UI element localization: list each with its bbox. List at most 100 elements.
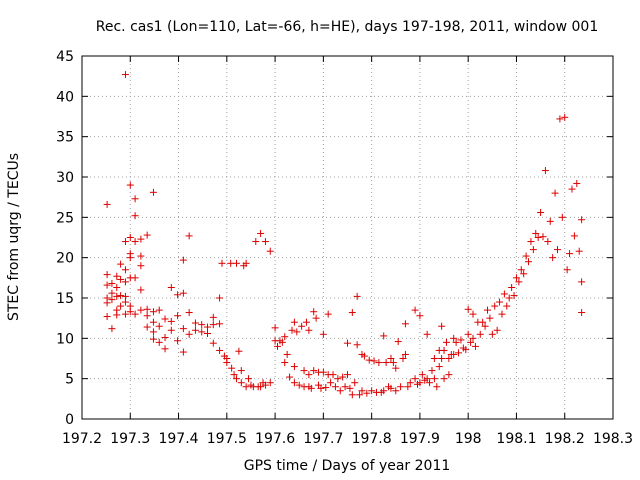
data-point: [375, 359, 383, 367]
data-point: [397, 383, 405, 391]
data-point: [252, 238, 260, 246]
data-point: [108, 289, 116, 297]
plot-frame: [81, 55, 614, 420]
data-point: [578, 278, 586, 286]
data-point: [293, 328, 301, 336]
data-point: [387, 355, 395, 362]
data-point: [137, 306, 145, 314]
data-point: [209, 339, 217, 347]
data-point: [339, 373, 347, 381]
data-point: [544, 238, 552, 246]
data-point: [103, 271, 111, 279]
data-point: [575, 247, 583, 255]
data-point: [257, 383, 265, 391]
data-point: [469, 310, 477, 318]
y-tick-label: 40: [56, 89, 74, 105]
x-tick-label: 197.5: [207, 431, 247, 447]
data-point: [351, 379, 359, 387]
data-point: [517, 266, 525, 274]
data-point: [310, 367, 318, 375]
data-point: [496, 298, 504, 306]
data-point: [117, 292, 125, 300]
data-point: [281, 333, 289, 341]
data-point: [476, 330, 484, 338]
data-point: [539, 233, 547, 241]
data-point: [103, 281, 111, 289]
data-point: [428, 367, 436, 375]
data-point: [356, 391, 364, 399]
data-point: [281, 359, 289, 367]
data-point: [353, 292, 361, 300]
data-point: [360, 352, 368, 360]
data-point: [442, 338, 450, 346]
grid-lines: [82, 56, 613, 419]
data-point: [392, 364, 400, 372]
data-point: [464, 330, 472, 338]
data-point: [209, 321, 217, 329]
data-point: [143, 231, 151, 239]
data-point: [131, 195, 139, 203]
data-point: [121, 298, 129, 306]
data-point: [121, 238, 129, 246]
data-point: [430, 355, 438, 362]
y-tick-label: 25: [56, 210, 74, 226]
data-point: [143, 305, 151, 313]
data-point: [237, 367, 245, 375]
data-point: [126, 181, 134, 189]
data-point: [185, 309, 193, 317]
data-point: [161, 315, 169, 323]
data-point: [505, 294, 513, 302]
y-tick-label: 35: [56, 130, 74, 146]
data-point: [440, 346, 448, 354]
data-point: [290, 363, 298, 371]
data-point: [336, 387, 344, 395]
data-point: [404, 383, 412, 391]
data-point: [551, 189, 559, 197]
data-point: [242, 383, 250, 391]
chart-title: Rec. cas1 (Lon=110, Lat=-66, h=HE), days…: [96, 19, 598, 35]
data-point: [433, 383, 441, 391]
data-point: [457, 336, 465, 344]
data-point: [491, 302, 499, 310]
data-point: [331, 383, 339, 391]
data-point: [174, 337, 182, 345]
data-point: [401, 350, 409, 358]
data-point: [520, 270, 528, 278]
data-point: [143, 323, 151, 331]
data-point: [235, 347, 243, 355]
data-point: [137, 252, 145, 260]
data-point: [312, 314, 320, 322]
data-point: [525, 258, 533, 266]
data-point: [307, 384, 315, 392]
data-point: [103, 299, 111, 307]
data-point: [445, 355, 453, 362]
data-point: [126, 254, 134, 262]
data-point: [103, 200, 111, 208]
data-point: [121, 266, 129, 274]
data-point: [261, 238, 269, 246]
data-point: [334, 375, 342, 383]
data-point: [522, 252, 530, 260]
data-point: [305, 326, 313, 334]
data-point: [245, 375, 253, 383]
data-point: [302, 318, 310, 326]
data-point: [438, 322, 446, 330]
data-point: [370, 357, 378, 365]
y-axis-label: STEC from uqrg / TECUs: [6, 153, 22, 321]
x-tick-label: 197.6: [255, 431, 295, 447]
data-point: [392, 387, 400, 395]
y-tick-label: 0: [65, 412, 74, 428]
data-point: [257, 229, 265, 237]
data-point: [512, 274, 520, 282]
data-point: [534, 234, 542, 241]
data-point: [237, 379, 245, 387]
data-point: [305, 371, 313, 379]
data-point: [121, 310, 129, 318]
data-point: [426, 379, 434, 387]
data-point: [561, 113, 569, 121]
data-point: [566, 250, 574, 258]
y-tick-label: 30: [56, 170, 74, 186]
data-point: [266, 247, 274, 255]
data-point: [348, 391, 356, 399]
data-point: [242, 259, 250, 267]
